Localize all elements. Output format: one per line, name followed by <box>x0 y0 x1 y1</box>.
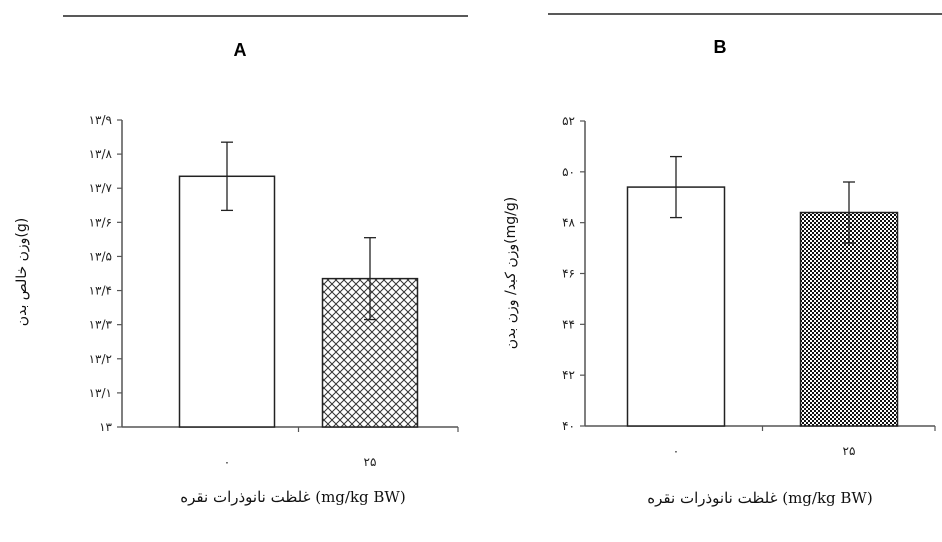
chart-panel-a: A وزن خالص بدن(g) غلظت نانوذرات نقره (mg… <box>14 15 468 506</box>
y-tick-label: ۱۳/۷ <box>89 181 113 195</box>
y-tick-label: ۱۳ <box>99 420 112 434</box>
y-axis-label: وزن کبد/ وزن بدن(mg/g) <box>503 197 519 350</box>
y-tick-label: ۱۳/۶ <box>89 215 112 229</box>
y-tick-label: ۱۳/۲ <box>89 352 112 366</box>
chart-panel-b: B وزن کبد/ وزن بدن(mg/g) غلظت نانوذرات ن… <box>503 13 942 507</box>
x-tick-label: ۰ <box>224 455 230 469</box>
y-tick-label: ۴۸ <box>562 216 575 230</box>
y-axis-label: وزن خالص بدن(g) <box>14 218 30 326</box>
plot-area: ۴۰ ۴۲ ۴۴ ۴۶ ۴۸ ۵۰ ۵۲ ۰ ۲۵ <box>562 114 936 458</box>
y-tick-label: ۱۳/۵ <box>89 249 112 263</box>
x-tick-label: ۰ <box>673 444 679 458</box>
x-axis-label: غلظت نانوذرات نقره (mg/kg BW) <box>647 489 872 507</box>
y-tick-label: ۵۲ <box>562 114 575 128</box>
bar <box>178 175 276 428</box>
bar <box>799 211 899 427</box>
y-tick-label: ۱۳/۸ <box>89 147 113 161</box>
bar <box>626 186 726 427</box>
chart-title: A <box>234 40 247 60</box>
x-tick-label: ۲۵ <box>364 455 377 469</box>
y-tick-label: ۱۳/۹ <box>89 113 112 127</box>
x-tick-label: ۲۵ <box>843 444 856 458</box>
y-tick-label: ۱۳/۴ <box>89 284 112 298</box>
chart-title: B <box>714 37 727 57</box>
y-tick-label: ۴۶ <box>562 267 575 281</box>
y-tick-label: ۴۰ <box>562 419 575 433</box>
y-tick-label: ۴۲ <box>562 368 575 382</box>
plot-area: ۱۳ ۱۳/۱ ۱۳/۲ ۱۳/۳ ۱۳/۴ ۱۳/۵ ۱۳/۶ ۱۳/۷ ۱۳/۸ ۱۳/۹ ۰ ۲… <box>89 113 459 469</box>
y-tick-label: ۵۰ <box>562 165 575 179</box>
y-tick-label: ۱۳/۱ <box>89 386 112 400</box>
y-tick-label: ۱۳/۳ <box>89 318 113 332</box>
x-axis-label: غلظت نانوذرات نقره (mg/kg BW) <box>180 488 405 506</box>
y-tick-label: ۴۴ <box>562 317 575 331</box>
